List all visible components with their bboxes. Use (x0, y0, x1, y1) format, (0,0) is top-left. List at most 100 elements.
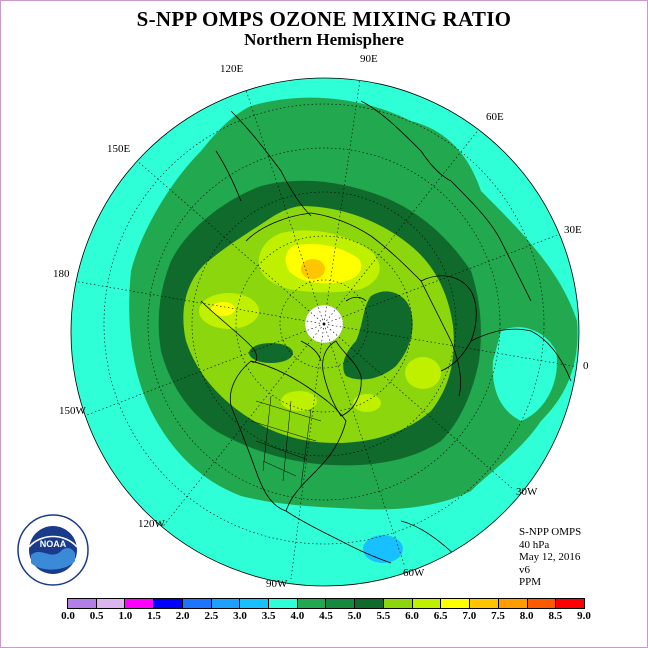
lon-label-150e: 150E (107, 143, 131, 155)
lon-label-120e: 120E (220, 63, 244, 75)
graticule (72, 78, 579, 580)
coastline-europe (470, 328, 572, 382)
coastline-alaska (200, 300, 258, 363)
lon-label-30w: 30W (516, 486, 538, 498)
latitude-circle-50 (147, 147, 501, 501)
coastline-greenland (322, 340, 362, 417)
colorbar-tick-label: 1.5 (147, 610, 161, 622)
lon-label-90e: 90E (360, 53, 378, 65)
noaa-logo-text: NOAA (40, 539, 67, 549)
colorbar-segment (154, 599, 183, 608)
product-info: S-NPP OMPS 40 hPa May 12, 2016 v6 PPM (519, 526, 581, 589)
colorbar-segment (527, 599, 557, 608)
colorbar-tick-label: 5.5 (376, 610, 391, 622)
ozone-band-3.5-4.0-east (492, 327, 557, 421)
meridian-30w (323, 323, 514, 490)
coastlines (200, 100, 572, 564)
colorbar-segment (297, 599, 327, 608)
colorbar-tick-label: 8.0 (519, 610, 534, 622)
meridian-150e (134, 158, 325, 325)
colorbar-segment (470, 599, 499, 608)
colorbar-tick-label: 6.0 (405, 610, 419, 622)
noaa-logo-wave (31, 547, 75, 570)
colorbar-tick-label: 9.0 (577, 610, 591, 622)
lon-label-120w: 120W (138, 518, 165, 530)
globe-outline (70, 77, 580, 587)
coastline-middle-east (450, 180, 532, 302)
colorbar-segment (441, 599, 471, 608)
info-instrument: S-NPP OMPS (519, 526, 582, 538)
lon-label-150w: 150W (59, 405, 86, 417)
ozone-band-5.5-6.0-south (281, 391, 317, 411)
map-subtitle: Northern Hemisphere (244, 30, 404, 49)
meridian-180 (72, 280, 325, 325)
colorbar-segment (556, 599, 584, 608)
colorbar-tick-label: 4.0 (290, 610, 305, 622)
polar-no-data-stipple (304, 304, 344, 344)
info-pressure-level: 40 hPa (519, 538, 550, 551)
meridian-30e (323, 232, 564, 325)
ozone-band-4.5-5.0-pacific (249, 343, 293, 363)
lon-label-90w: 90W (266, 578, 288, 590)
coastline-arctic-islands (300, 340, 322, 362)
latitude-circle-40 (103, 103, 545, 545)
colorbar-segment (125, 599, 155, 608)
meridian-0 (323, 323, 579, 368)
coastline-central-america (285, 510, 392, 564)
lon-label-30e: 30E (564, 224, 582, 236)
info-units: PPM (519, 576, 542, 588)
colorbar-segment (96, 599, 126, 608)
meridian-120e (242, 80, 325, 325)
colorbar-tick-label: 4.5 (319, 610, 333, 622)
coastline-scandinavia (420, 275, 477, 372)
coastline-eurasia-north (245, 212, 461, 397)
us-state-lines-vertical (262, 395, 312, 487)
colorbar-segment (211, 599, 241, 608)
ozone-band-5.5-6.0-east (405, 357, 441, 389)
colorbar-segment (240, 599, 270, 608)
colorbar-tick-label: 2.0 (175, 610, 190, 622)
colorbar-segment (68, 599, 97, 608)
colorbar-segment (383, 599, 413, 608)
info-version: v6 (519, 563, 530, 576)
noaa-logo: NOAA (17, 514, 89, 586)
colorbar-tick-label: 3.5 (261, 610, 276, 622)
latitude-circle-70 (235, 235, 413, 413)
colorbar-segment (412, 599, 442, 608)
colorbar-tick-label: 7.5 (491, 610, 505, 622)
coastline-east-asia (230, 110, 312, 217)
info-date: May 12, 2016 (519, 551, 581, 563)
map-title: S-NPP OMPS OZONE MIXING RATIO (136, 7, 512, 31)
colorbar-tick-label: 7.0 (462, 610, 477, 622)
colorbar-tick-label: 5.0 (347, 610, 362, 622)
colorbar-tick-label: 2.5 (204, 610, 219, 622)
ozone-field (71, 78, 579, 586)
coastline-svalbard (345, 296, 367, 302)
noaa-logo-bird (28, 535, 78, 548)
colorbar-tick-label: 1.0 (118, 610, 133, 622)
lon-label-60w: 60W (403, 567, 425, 579)
colorbar-tick-label: 0.5 (89, 610, 104, 622)
lon-label-60e: 60E (486, 111, 504, 123)
colorbar-segment (182, 599, 212, 608)
meridian-60w (323, 323, 406, 568)
ozone-band-6.5-7.0 (301, 259, 325, 279)
colorbar-tick-label: 3.0 (233, 610, 247, 622)
latitude-circle-80 (279, 279, 369, 369)
colorbar-segment (326, 599, 356, 608)
colorbar-segment (498, 599, 528, 608)
us-state-lines (250, 400, 322, 477)
colorbar-tick-label: 8.5 (548, 610, 563, 622)
lon-label-180: 180 (53, 268, 70, 280)
colorbar-tick-label: 6.5 (433, 610, 448, 622)
colorbar-segment (269, 599, 298, 608)
colorbar (67, 598, 585, 609)
coastline-japan (215, 150, 242, 202)
colorbar-segment (355, 599, 384, 608)
colorbar-tick-label: 0.0 (61, 610, 75, 622)
meridian-90w (290, 323, 325, 580)
ozone-band-5.5-6.0-atlantic (353, 394, 381, 412)
latitude-circle-60 (191, 191, 457, 457)
